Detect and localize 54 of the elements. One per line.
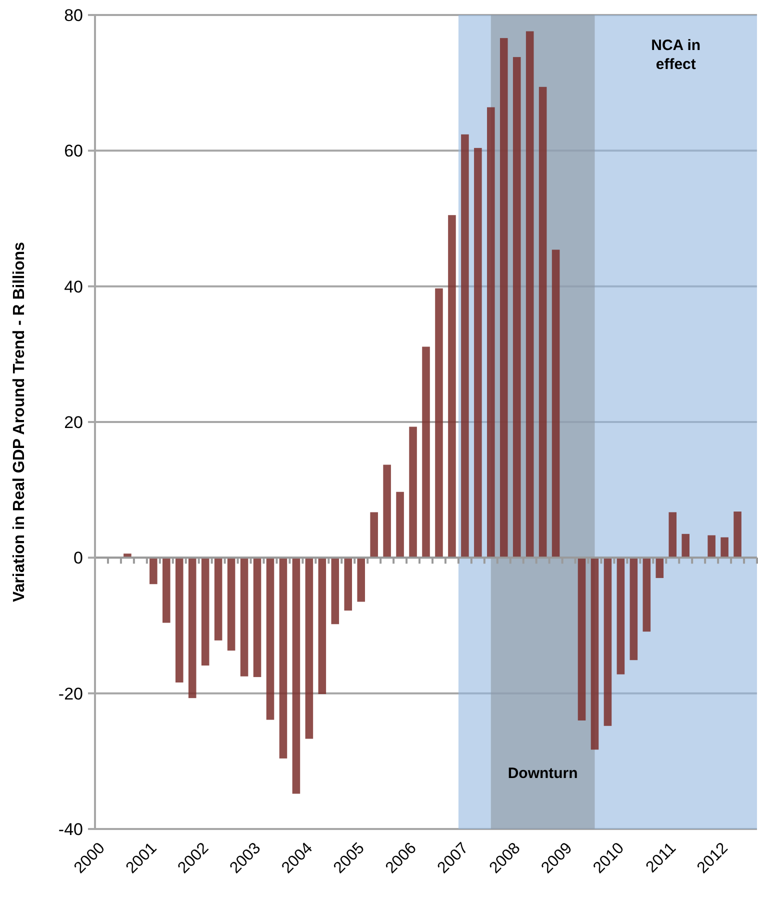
bar [162, 558, 170, 623]
bar [474, 148, 482, 558]
bar [344, 558, 352, 611]
bar [734, 512, 742, 558]
bar [487, 107, 495, 558]
bar [331, 558, 340, 624]
y-tick-label: -40 [58, 820, 83, 839]
bar [227, 558, 236, 651]
bar [642, 558, 651, 632]
bar [201, 558, 210, 666]
y-tick-label: -20 [58, 684, 83, 704]
band-label: NCA in effect [651, 37, 701, 73]
bar [461, 134, 469, 558]
bar [538, 86, 547, 558]
bar [526, 31, 534, 558]
bar [188, 558, 196, 698]
bar [422, 346, 430, 558]
bar [720, 537, 728, 558]
bar [668, 512, 677, 558]
bar [409, 426, 417, 558]
bar [214, 558, 222, 640]
bar [292, 558, 300, 794]
y-tick-label: 0 [74, 548, 83, 568]
bar [512, 57, 521, 558]
bar [279, 558, 288, 758]
bar [682, 534, 690, 558]
bar [604, 558, 612, 726]
bar [500, 38, 508, 558]
bar [630, 558, 638, 660]
y-tick-label: 60 [64, 142, 83, 161]
bar [396, 492, 404, 558]
bar [318, 558, 326, 694]
bar [240, 558, 248, 676]
bar [590, 558, 599, 750]
y-axis-title: Variation in Real GDP Around Trend - R Billions [11, 242, 28, 602]
bar [150, 558, 158, 584]
bar [656, 558, 664, 578]
bar [552, 250, 560, 558]
bar [357, 558, 365, 602]
bar [448, 215, 456, 558]
bar [578, 558, 586, 720]
y-tick-label: 20 [64, 412, 83, 432]
y-tick-label: 80 [64, 6, 83, 25]
bar [435, 288, 443, 558]
bar [616, 558, 625, 674]
band-label: Downturn [508, 765, 578, 782]
bar [370, 512, 378, 558]
bar [266, 558, 274, 720]
y-tick-label: 40 [64, 277, 83, 296]
bar [305, 558, 314, 739]
bar [708, 535, 716, 558]
bar [383, 464, 391, 558]
bar [253, 558, 262, 678]
bar [175, 558, 184, 682]
